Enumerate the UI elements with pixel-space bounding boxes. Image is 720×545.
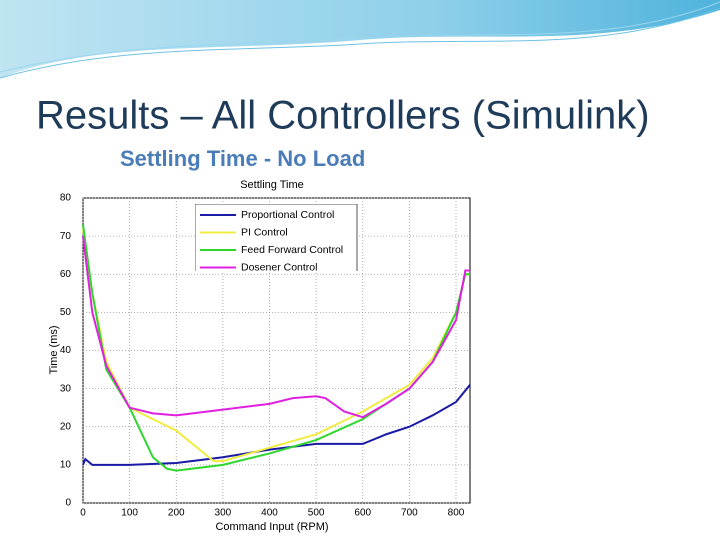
y-tick-label: 30 [60, 383, 72, 394]
legend-label: Dosener Control [241, 261, 317, 273]
x-tick-label: 0 [80, 508, 86, 519]
y-tick-label: 60 [60, 269, 72, 280]
y-tick-label: 70 [60, 231, 72, 242]
legend-label: PI Control [241, 226, 288, 238]
x-tick-label: 300 [215, 508, 232, 519]
series-line [82, 236, 470, 419]
x-tick-label: 200 [168, 508, 185, 519]
x-tick-label: 100 [121, 508, 138, 519]
y-axis-label: Time (ms) [48, 325, 60, 374]
y-tick-label: 20 [60, 421, 72, 432]
chart-title: Settling Time [240, 179, 304, 191]
x-tick-label: 500 [308, 508, 325, 519]
x-axis-label: Command Input (RPM) [215, 521, 328, 533]
y-tick-label: 80 [60, 193, 72, 204]
y-tick-label: 0 [65, 498, 71, 509]
x-tick-label: 600 [354, 508, 371, 519]
x-tick-label: 800 [448, 508, 465, 519]
legend-label: Proportional Control [241, 209, 334, 221]
legend: Proportional Control PI Control Feed Forwa… [195, 204, 358, 273]
y-tick-label: 10 [60, 460, 72, 471]
y-tick-label: 40 [60, 345, 72, 356]
slide-title: Results – All Controllers (Simulink) [36, 94, 650, 138]
x-tick-label: 700 [401, 508, 418, 519]
y-tick-label: 50 [60, 307, 72, 318]
slide-subtitle: Settling Time - No Load [120, 146, 365, 171]
legend-label: Feed Forward Control [241, 244, 343, 256]
x-tick-label: 400 [261, 508, 278, 519]
wave-line [0, 7, 720, 79]
wave-line [0, 1, 720, 73]
